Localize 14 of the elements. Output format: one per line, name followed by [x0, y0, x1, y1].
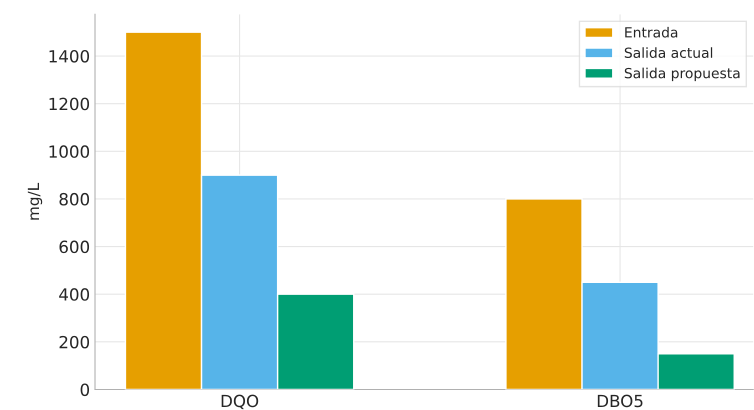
y-tick-label: 800 [59, 192, 90, 206]
x-tick-label: DQO [222, 394, 258, 410]
y-tick-label: 1200 [50, 98, 90, 110]
y-tick-label: 600 [59, 240, 90, 254]
y-tick-label: 1000 [50, 145, 90, 158]
y-tick-label: 1400 [50, 50, 90, 63]
y-axis-title: mg/L [28, 182, 42, 220]
legend-label: Entrada [625, 26, 678, 38]
x-tick-label: DBO5 [598, 394, 642, 408]
legend-label: Salida actual [624, 47, 712, 58]
y-tick-label: 0 [80, 383, 90, 396]
y-tick-label: 400 [59, 288, 90, 301]
y-tick-label: 200 [60, 336, 90, 348]
legend-label: Salida propuesta [624, 68, 740, 82]
